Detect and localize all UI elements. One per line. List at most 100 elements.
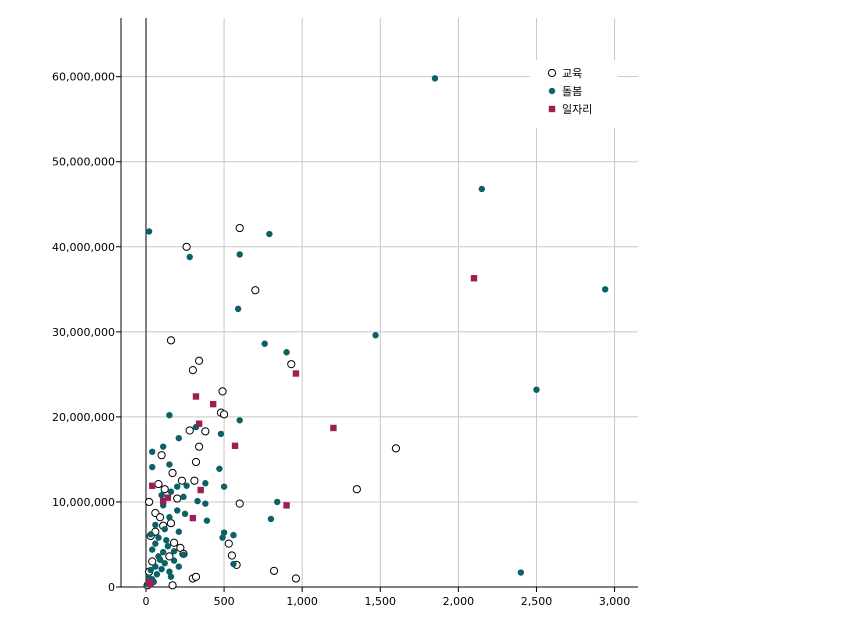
data-point	[217, 430, 225, 438]
data-point	[167, 573, 175, 580]
data-point	[230, 560, 237, 568]
data-point	[220, 529, 228, 536]
data-point	[155, 513, 165, 522]
data-point	[157, 451, 166, 460]
data-point	[152, 521, 159, 529]
data-point	[227, 551, 236, 560]
data-point	[148, 557, 157, 566]
data-point	[164, 494, 172, 501]
x-tick-label: 1,500	[365, 595, 397, 608]
y-tick-label: 10,000,000	[52, 496, 115, 509]
data-point	[194, 356, 204, 365]
x-tick-label: 500	[214, 595, 235, 608]
data-point	[158, 491, 165, 499]
data-point	[261, 340, 268, 347]
data-point	[170, 538, 179, 547]
data-point	[235, 499, 244, 508]
x-tick-label: 3,000	[599, 595, 631, 608]
data-point	[149, 546, 156, 553]
data-point	[177, 476, 187, 485]
data-point	[236, 251, 243, 258]
data-point	[149, 463, 156, 471]
data-point	[149, 482, 156, 489]
data-point	[220, 483, 228, 490]
data-point	[202, 500, 209, 507]
axes	[120, 18, 638, 588]
data-point	[158, 565, 165, 573]
data-point	[209, 400, 217, 408]
data-point	[155, 553, 162, 560]
data-point	[159, 497, 167, 505]
data-point	[168, 581, 177, 590]
data-point	[166, 411, 173, 419]
data-point	[203, 517, 211, 524]
legend-marker	[547, 68, 557, 78]
data-point	[283, 349, 290, 356]
data-point	[352, 485, 361, 494]
data-point	[192, 393, 200, 400]
data-point	[153, 571, 161, 578]
data-point	[478, 185, 486, 193]
data-point	[160, 485, 169, 494]
data-point	[292, 370, 300, 377]
data-point	[147, 581, 154, 588]
data-point	[517, 569, 525, 576]
data-point	[164, 542, 172, 550]
data-point	[170, 557, 178, 564]
x-tick-label: 0	[142, 595, 149, 608]
data-point	[166, 568, 173, 575]
data-point	[431, 75, 439, 82]
data-point	[283, 502, 290, 509]
data-point	[202, 480, 209, 487]
legend-box	[530, 60, 618, 128]
data-point	[533, 386, 540, 393]
data-point	[235, 223, 244, 233]
y-tick-label: 40,000,000	[52, 241, 115, 254]
data-point	[180, 551, 187, 558]
data-point	[166, 519, 176, 528]
data-point	[175, 528, 182, 535]
data-point	[154, 479, 163, 489]
data-point	[188, 366, 197, 375]
data-point	[166, 514, 173, 521]
data-point	[159, 443, 167, 450]
data-point	[372, 332, 379, 339]
data-point	[224, 539, 233, 548]
data-point	[145, 497, 154, 507]
data-point	[219, 534, 226, 541]
series-1-points	[143, 223, 401, 590]
data-point	[219, 410, 229, 419]
data-point	[149, 448, 156, 455]
data-point	[266, 230, 273, 238]
data-point	[180, 493, 187, 501]
data-point	[166, 461, 173, 468]
x-tick-label: 1,000	[286, 595, 318, 608]
data-point	[197, 486, 204, 494]
data-point	[163, 537, 170, 544]
data-point	[191, 457, 201, 467]
data-point	[273, 498, 281, 506]
data-point	[155, 534, 162, 541]
y-tick-label: 30,000,000	[52, 326, 115, 339]
data-point	[230, 531, 237, 539]
data-point	[181, 510, 189, 518]
data-point	[147, 531, 154, 538]
data-point	[201, 427, 210, 436]
data-point	[186, 253, 193, 261]
series-3-points	[145, 275, 478, 588]
data-point	[152, 540, 159, 547]
data-point	[330, 424, 337, 432]
y-tick-label: 60,000,000	[52, 71, 115, 84]
data-point	[174, 483, 181, 490]
data-point	[185, 426, 194, 435]
y-tick-label: 50,000,000	[52, 156, 115, 169]
data-point	[287, 360, 296, 369]
tick-labels: 0 500 1,000 1,500 2,000 2,500 3,000 0 10,000,000…	[52, 71, 630, 608]
data-point	[145, 228, 153, 235]
data-point	[152, 563, 159, 570]
data-point	[182, 242, 191, 251]
data-point	[161, 559, 168, 567]
data-point	[291, 574, 301, 583]
